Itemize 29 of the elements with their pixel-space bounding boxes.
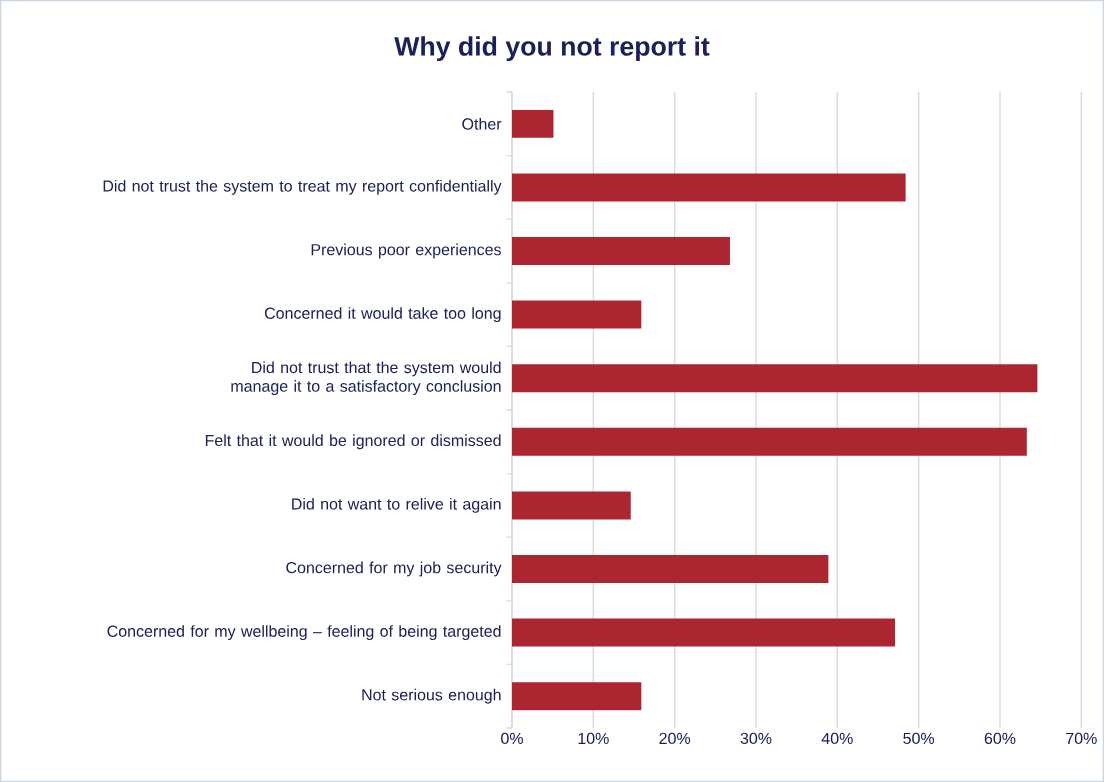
y-tick-label: Concerned for my wellbeing – feeling of being targeted: [107, 625, 501, 641]
chart-title: Why did you not report it: [394, 36, 710, 62]
bar: [512, 300, 642, 329]
y-tick-label: Previous poor experiences: [311, 243, 501, 259]
y-tick-label: Other: [462, 117, 502, 130]
bar: [512, 618, 896, 647]
x-tick-label: 20%: [659, 732, 691, 745]
y-tick-label: Not serious enough: [362, 688, 501, 704]
y-tick-label: Did not want to relive it again: [292, 497, 501, 513]
y-tick-label: Concerned it would take too long: [264, 307, 501, 323]
bar: [512, 427, 1027, 456]
x-tick-label: 50%: [903, 732, 935, 745]
y-tick-label: Felt that it would be ignored or dismissed: [205, 434, 501, 450]
x-tick-label: 30%: [740, 732, 772, 745]
bar: [512, 554, 829, 583]
bar: [512, 491, 631, 520]
x-tick-label: 60%: [984, 732, 1016, 745]
x-tick-label: 40%: [821, 732, 853, 745]
bar: [512, 682, 642, 711]
x-tick-label: 10%: [578, 732, 609, 745]
y-tick-label: Did not trust the system to treat my report confidentially: [103, 179, 502, 195]
bar: [512, 364, 1038, 393]
x-tick-label: 70%: [1066, 732, 1097, 745]
x-tick-label: 0%: [501, 732, 523, 745]
bar: [512, 173, 906, 202]
y-tick-label: Concerned for my job security: [286, 561, 502, 577]
bar: [512, 109, 554, 138]
y-tick-label: Did not trust that the system would manage it to a satisfactory conclusion: [231, 361, 501, 395]
bar: [512, 236, 730, 265]
